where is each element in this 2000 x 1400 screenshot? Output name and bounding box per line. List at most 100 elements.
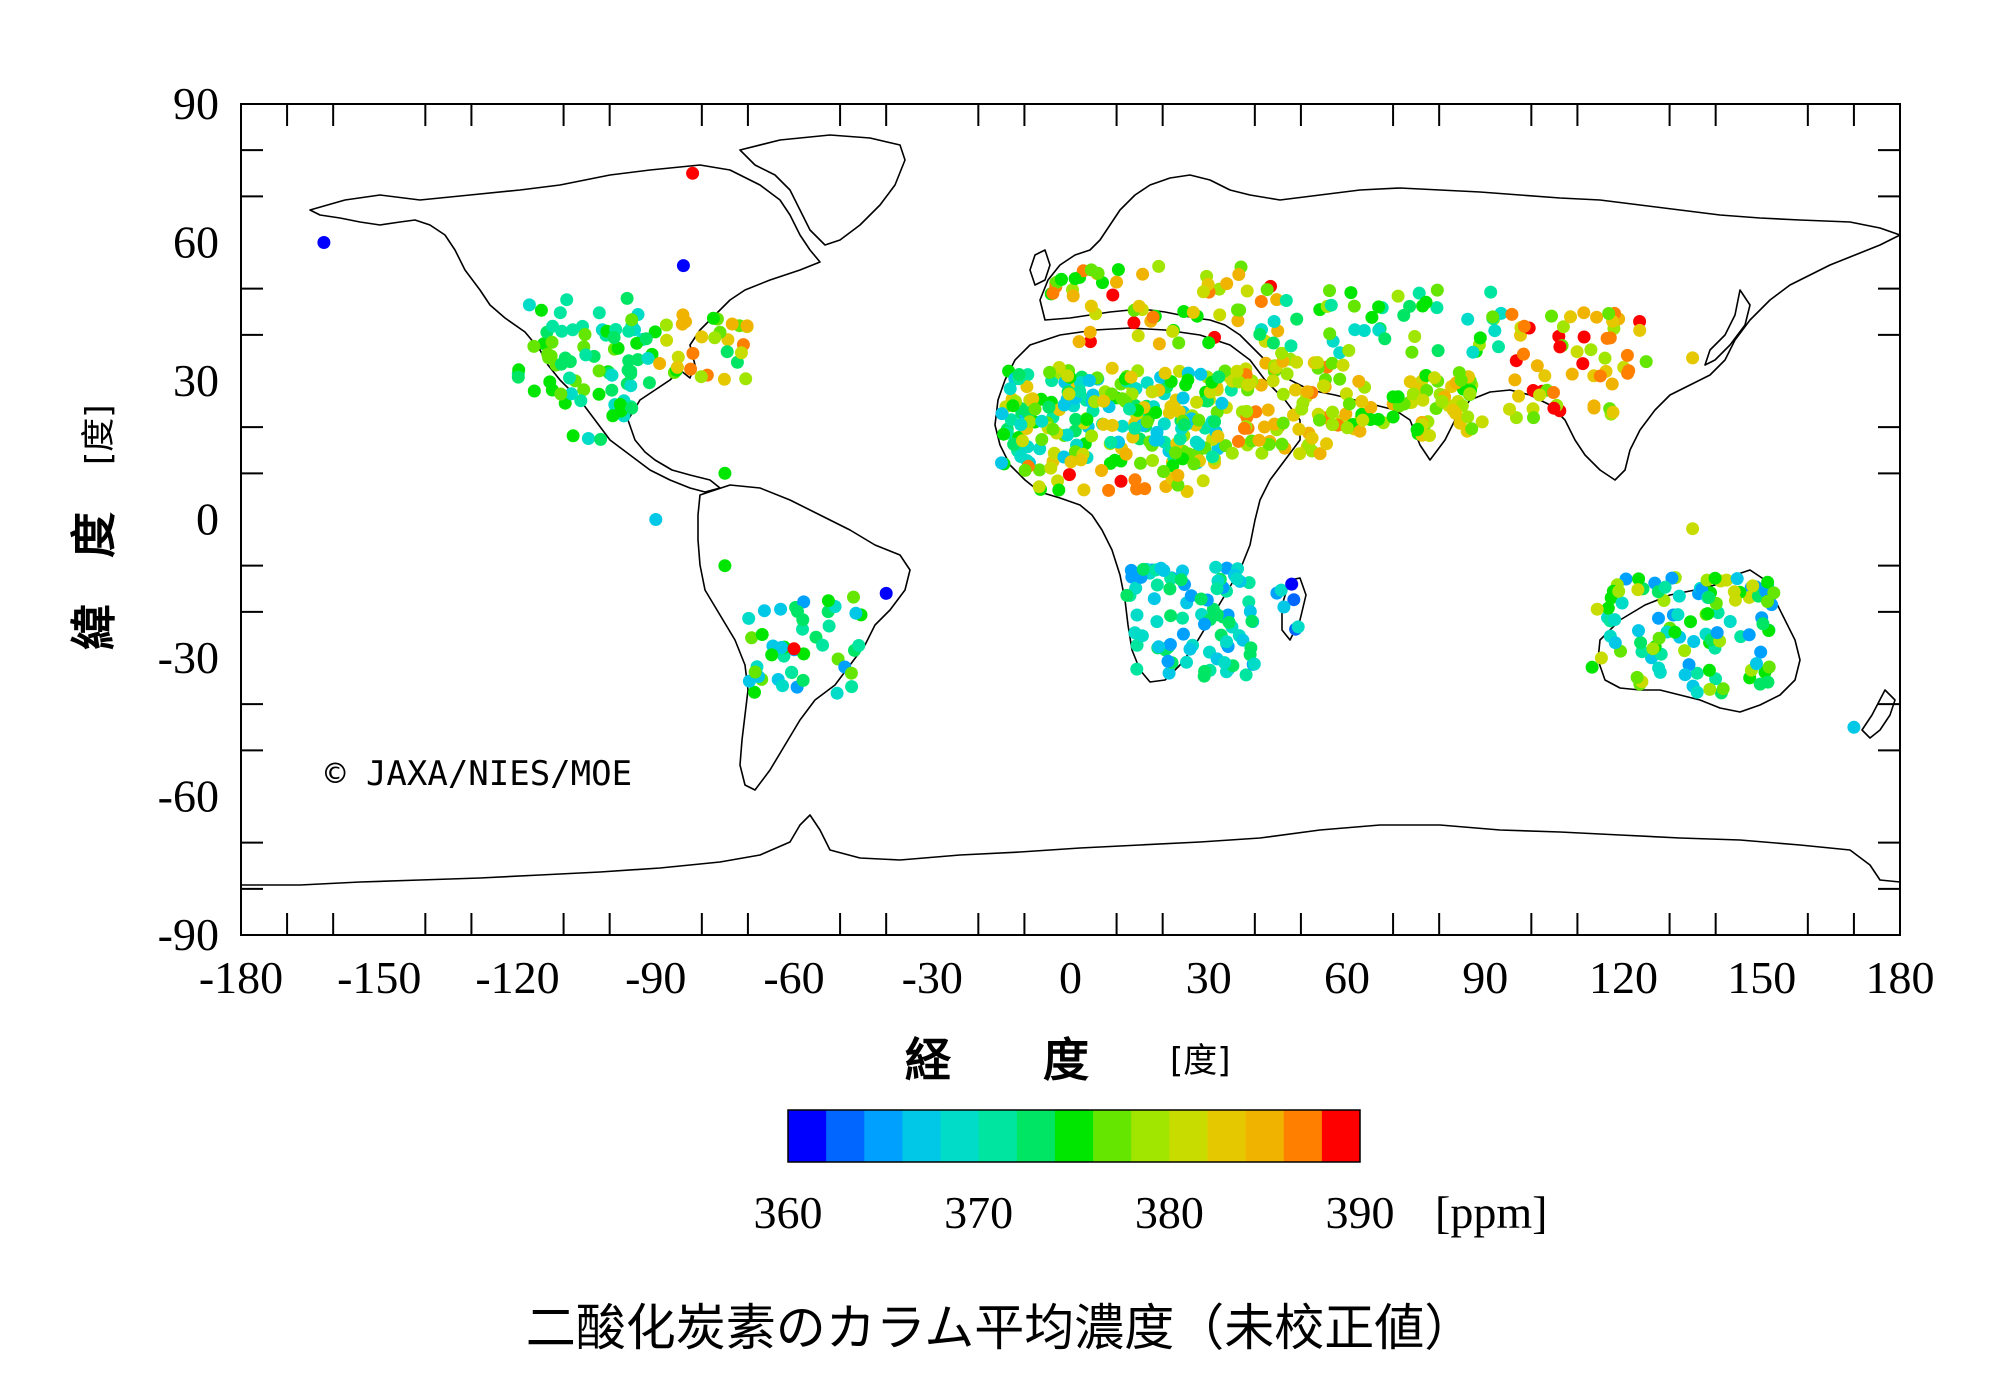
data-point <box>1687 635 1701 648</box>
coastline-south-america <box>697 484 911 791</box>
data-point <box>1665 571 1679 585</box>
data-point <box>671 350 685 364</box>
data-point <box>594 432 608 446</box>
data-point <box>1615 596 1629 610</box>
data-point <box>1206 450 1219 464</box>
colorbar-tick-label: 380 <box>1135 1187 1204 1238</box>
data-point <box>1162 666 1176 680</box>
data-point <box>742 611 756 625</box>
data-point <box>1391 289 1405 303</box>
data-point <box>1313 413 1326 427</box>
data-point <box>624 379 638 393</box>
data-point <box>1326 418 1339 432</box>
colorbar-unit: [ppm] <box>1435 1187 1547 1238</box>
data-point <box>1682 658 1696 672</box>
data-point <box>1209 560 1223 574</box>
data-point <box>527 339 541 353</box>
data-point <box>1083 325 1097 339</box>
data-point <box>1104 435 1118 449</box>
data-point <box>1577 306 1591 320</box>
data-point <box>605 368 619 382</box>
data-point <box>1163 582 1177 596</box>
data-point <box>718 559 732 573</box>
data-point <box>1411 422 1425 436</box>
data-point <box>1371 412 1385 426</box>
data-point <box>1105 418 1119 432</box>
data-point <box>1678 668 1692 682</box>
data-point <box>1202 336 1216 350</box>
colorbar-segment <box>1283 1110 1323 1162</box>
data-point <box>1046 422 1060 436</box>
data-point <box>1486 310 1500 324</box>
y-tick-label: -90 <box>158 909 219 960</box>
data-point <box>797 595 811 609</box>
data-point <box>1061 369 1075 383</box>
data-point <box>995 407 1009 421</box>
x-tick-label: 30 <box>1186 952 1232 1003</box>
data-point <box>1196 285 1210 299</box>
data-point <box>1292 422 1306 436</box>
data-point <box>566 429 580 443</box>
data-point <box>1336 358 1350 372</box>
data-point <box>1767 586 1781 600</box>
data-point <box>1253 327 1267 341</box>
coastline-greenland <box>739 134 906 246</box>
data-point <box>757 604 771 618</box>
data-point <box>1284 339 1298 353</box>
data-point <box>1035 414 1049 428</box>
data-point <box>1608 613 1622 627</box>
data-point <box>670 360 684 374</box>
data-point <box>1553 340 1567 354</box>
data-point <box>1412 286 1426 300</box>
coastline-japan <box>1704 289 1751 366</box>
data-point <box>1006 399 1020 413</box>
data-point <box>1300 385 1314 399</box>
data-point <box>676 259 690 273</box>
x-tick-label: -180 <box>199 952 283 1003</box>
x-tick-label: 150 <box>1727 952 1796 1003</box>
data-point <box>1527 411 1540 425</box>
data-point <box>1279 294 1293 307</box>
data-point <box>845 680 859 694</box>
data-point <box>1091 266 1105 280</box>
data-point <box>1172 336 1186 350</box>
data-point <box>1152 337 1166 351</box>
data-point <box>1146 310 1160 324</box>
data-point <box>1703 682 1717 696</box>
data-point <box>1403 375 1417 389</box>
data-point <box>522 298 536 312</box>
data-point <box>830 686 844 700</box>
data-point <box>1280 367 1294 381</box>
data-point <box>653 357 667 370</box>
data-point <box>1356 413 1370 427</box>
data-point <box>1754 645 1768 659</box>
data-point <box>527 384 541 398</box>
data-point <box>1131 329 1145 343</box>
data-point <box>686 166 700 180</box>
data-point <box>566 323 580 337</box>
data-point <box>1145 385 1159 399</box>
data-point <box>613 397 627 411</box>
coastline-north-america <box>309 164 821 493</box>
data-point <box>1066 289 1080 303</box>
data-point <box>1231 303 1244 317</box>
data-point <box>1128 626 1142 640</box>
data-point <box>1080 413 1094 426</box>
data-point <box>1115 419 1129 433</box>
data-point <box>1028 402 1042 416</box>
data-point <box>642 376 656 390</box>
data-point <box>1164 609 1178 623</box>
data-point <box>1208 415 1222 429</box>
data-point <box>1612 584 1626 598</box>
colorbar-segment <box>1093 1110 1132 1162</box>
data-point <box>1016 434 1029 448</box>
data-point <box>1192 437 1206 451</box>
data-point <box>1183 642 1197 656</box>
data-point <box>1545 309 1558 323</box>
data-point <box>796 622 809 636</box>
data-point <box>534 303 548 317</box>
data-point <box>625 401 639 415</box>
data-point <box>1702 663 1716 677</box>
data-point <box>1266 336 1280 350</box>
data-point <box>1230 572 1244 586</box>
